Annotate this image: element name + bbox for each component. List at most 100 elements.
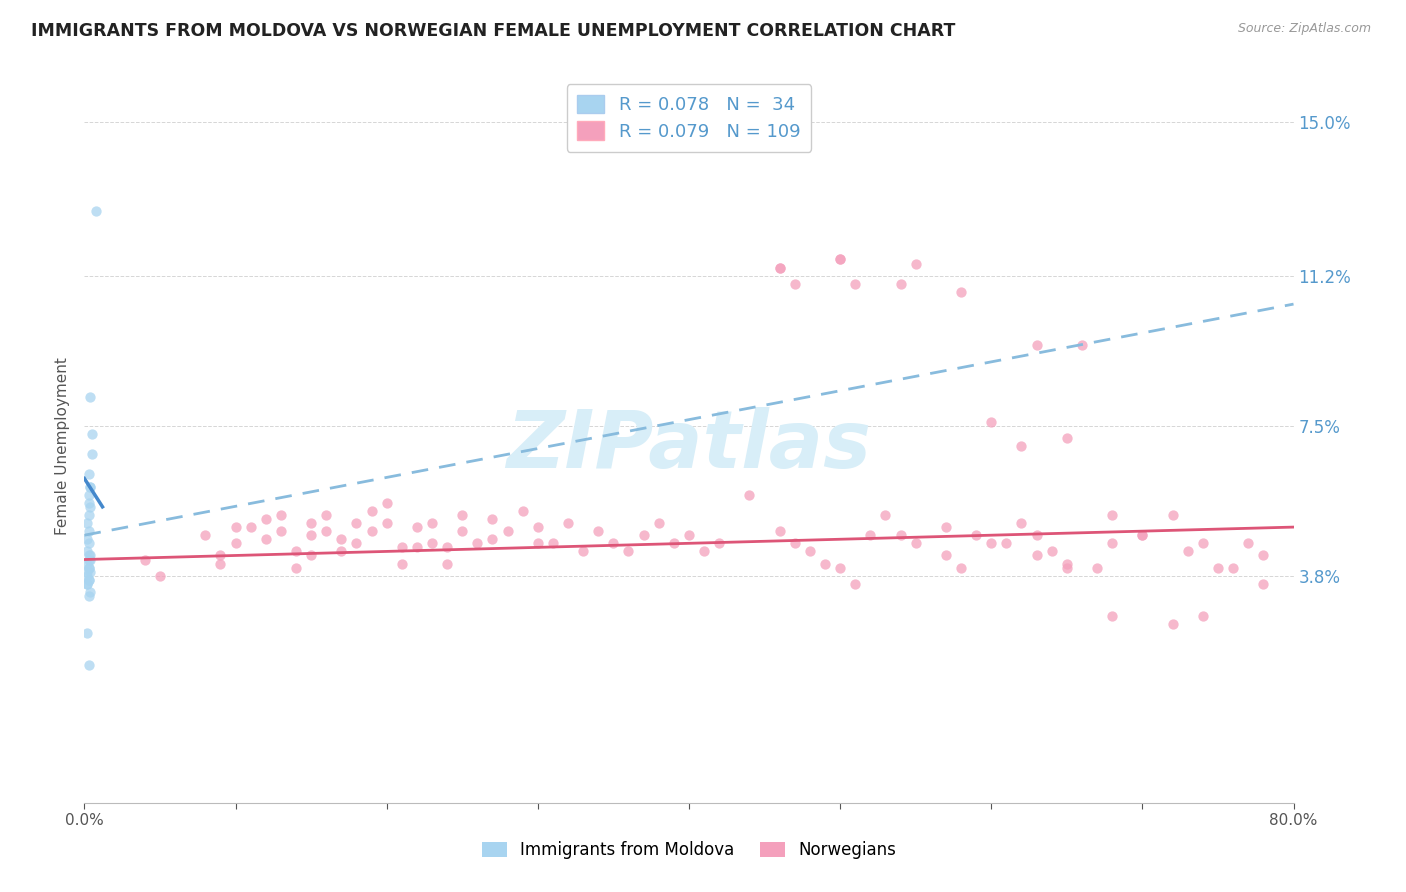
Point	[451, 524, 474, 538]
Point	[572, 544, 595, 558]
Point	[76, 625, 98, 640]
Point	[769, 260, 792, 275]
Point	[346, 536, 368, 550]
Point	[783, 277, 806, 291]
Point	[844, 577, 866, 591]
Point	[935, 520, 957, 534]
Point	[1177, 544, 1199, 558]
Point	[1130, 528, 1153, 542]
Point	[1237, 536, 1260, 550]
Legend: Immigrants from Moldova, Norwegians: Immigrants from Moldova, Norwegians	[475, 835, 903, 866]
Point	[678, 528, 700, 542]
Point	[420, 516, 443, 530]
Point	[86, 203, 108, 218]
Point	[950, 285, 973, 299]
Point	[1011, 516, 1033, 530]
Point	[1101, 536, 1123, 550]
Point	[1071, 337, 1094, 351]
Point	[541, 536, 564, 550]
Point	[80, 447, 103, 461]
Point	[1056, 431, 1078, 445]
Point	[79, 552, 101, 566]
Point	[80, 426, 103, 441]
Point	[77, 467, 100, 482]
Point	[1161, 617, 1184, 632]
Point	[1222, 560, 1244, 574]
Point	[375, 516, 398, 530]
Point	[79, 549, 101, 563]
Point	[799, 544, 821, 558]
Point	[738, 488, 761, 502]
Y-axis label: Female Unemployment: Female Unemployment	[55, 357, 70, 535]
Point	[527, 536, 550, 550]
Point	[1130, 528, 1153, 542]
Point	[77, 589, 100, 603]
Point	[299, 516, 322, 530]
Point	[76, 544, 98, 558]
Point	[481, 512, 503, 526]
Point	[965, 528, 987, 542]
Point	[76, 557, 98, 571]
Point	[995, 536, 1018, 550]
Point	[875, 508, 897, 522]
Point	[77, 488, 100, 502]
Point	[1085, 560, 1108, 574]
Point	[270, 508, 292, 522]
Point	[360, 524, 382, 538]
Point	[194, 528, 217, 542]
Point	[406, 520, 429, 534]
Point	[1206, 560, 1229, 574]
Point	[315, 524, 337, 538]
Point	[602, 536, 624, 550]
Point	[254, 533, 277, 547]
Point	[79, 390, 101, 404]
Point	[1025, 337, 1047, 351]
Point	[436, 541, 458, 555]
Point	[79, 500, 101, 514]
Point	[980, 536, 1002, 550]
Point	[299, 528, 322, 542]
Point	[1011, 439, 1033, 453]
Point	[950, 560, 973, 574]
Point	[406, 541, 429, 555]
Point	[980, 415, 1002, 429]
Point	[830, 252, 852, 267]
Point	[1253, 549, 1275, 563]
Point	[693, 544, 716, 558]
Point	[77, 560, 100, 574]
Text: ZIPatlas: ZIPatlas	[506, 407, 872, 485]
Point	[830, 252, 852, 267]
Point	[77, 657, 100, 672]
Point	[617, 544, 640, 558]
Point	[769, 524, 792, 538]
Point	[76, 577, 98, 591]
Point	[209, 557, 232, 571]
Point	[648, 516, 671, 530]
Point	[935, 549, 957, 563]
Point	[527, 520, 550, 534]
Point	[285, 560, 308, 574]
Point	[1161, 508, 1184, 522]
Point	[76, 565, 98, 579]
Point	[77, 573, 100, 587]
Point	[1192, 609, 1215, 624]
Point	[859, 528, 882, 542]
Point	[391, 557, 413, 571]
Point	[890, 277, 912, 291]
Point	[149, 568, 172, 582]
Point	[225, 536, 247, 550]
Point	[1025, 528, 1047, 542]
Point	[330, 533, 353, 547]
Point	[79, 565, 101, 579]
Point	[1101, 508, 1123, 522]
Point	[77, 560, 100, 574]
Point	[76, 533, 98, 547]
Point	[254, 512, 277, 526]
Point	[904, 536, 927, 550]
Point	[496, 524, 519, 538]
Point	[1025, 549, 1047, 563]
Point	[239, 520, 262, 534]
Point	[77, 508, 100, 522]
Point	[633, 528, 655, 542]
Point	[1056, 557, 1078, 571]
